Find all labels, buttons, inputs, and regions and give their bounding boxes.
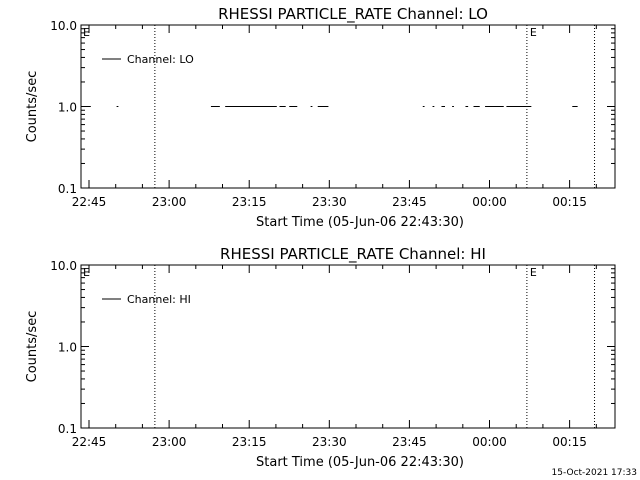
chart-title: RHESSI PARTICLE_RATE Channel: HI [220,245,486,264]
x-tick-label: 23:45 [392,435,427,449]
x-axis-label: Start Time (05-Jun-06 22:43:30) [256,455,464,470]
panel-lo-channel: RHESSI PARTICLE_RATE Channel: LO 22:45 23:… [25,5,616,230]
x-tick-label: 22:45 [72,195,107,209]
event-marker-label: E [530,26,537,39]
plot-frame [80,264,616,429]
x-tick-label: 23:00 [152,195,187,209]
y-tick-label: 0.1 [58,422,77,436]
y-tick-label: 1.0 [58,341,77,355]
x-tick-label: 00:15 [552,195,587,209]
panel-hi-channel: RHESSI PARTICLE_RATE Channel: HI 22:45 23:… [25,245,616,470]
y-tick-label: 10.0 [50,259,77,273]
x-tick-label: 23:15 [232,435,267,449]
y-tick-label: 10.0 [50,19,77,33]
legend-label: Channel: LO [127,53,194,66]
x-tick-label: 23:00 [152,435,187,449]
x-tick-label: 23:45 [392,195,427,209]
left-edge-marker: E [83,26,90,39]
x-tick-label: 23:30 [312,195,347,209]
legend-label: Channel: HI [127,293,191,306]
x-tick-label: 23:30 [312,435,347,449]
y-tick-label: 0.1 [58,182,77,196]
y-axis-label: Counts/sec [25,71,40,143]
x-tick-label: 00:00 [472,195,507,209]
x-tick-label: 00:00 [472,435,507,449]
y-axis-label: Counts/sec [25,311,40,383]
y-tick-label: 1.0 [58,101,77,115]
event-marker-label: E [530,266,537,279]
chart-title: RHESSI PARTICLE_RATE Channel: LO [218,5,488,24]
x-tick-label: 22:45 [72,435,107,449]
plot-frame [80,24,616,189]
x-axis-label: Start Time (05-Jun-06 22:43:30) [256,215,464,230]
x-tick-label: 23:15 [232,195,267,209]
generation-timestamp: 15-Oct-2021 17:33 [552,468,637,478]
left-edge-marker: E [83,266,90,279]
x-tick-label: 00:15 [552,435,587,449]
